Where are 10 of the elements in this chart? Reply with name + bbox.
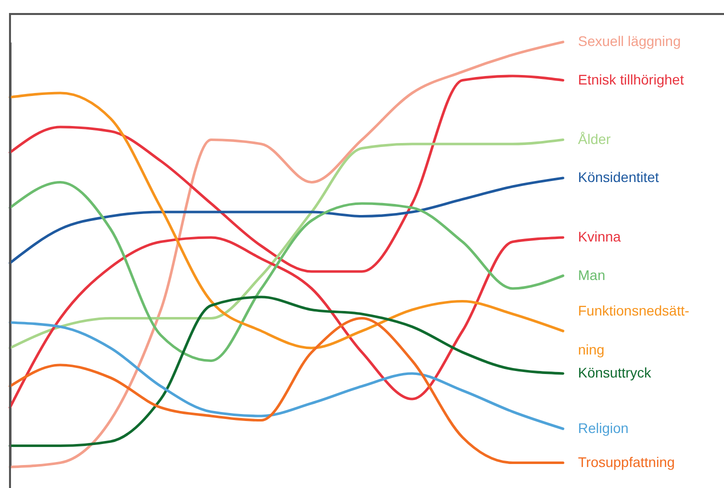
series-label: Kvinna xyxy=(578,228,622,244)
series-label: Religion xyxy=(578,420,629,436)
series-label: Sexuell läggning xyxy=(578,33,681,49)
text: Funktionsnedsätt- ning xyxy=(578,302,690,358)
series-label: Trosuppfattning xyxy=(578,454,675,470)
series-label: Könsidentitet xyxy=(578,169,660,185)
series-label: Etnisk tillhörighet xyxy=(578,71,684,88)
series-label: Man xyxy=(578,266,606,283)
series-label: Ålder xyxy=(578,130,612,147)
series-label: Könsuttryck xyxy=(578,364,652,380)
